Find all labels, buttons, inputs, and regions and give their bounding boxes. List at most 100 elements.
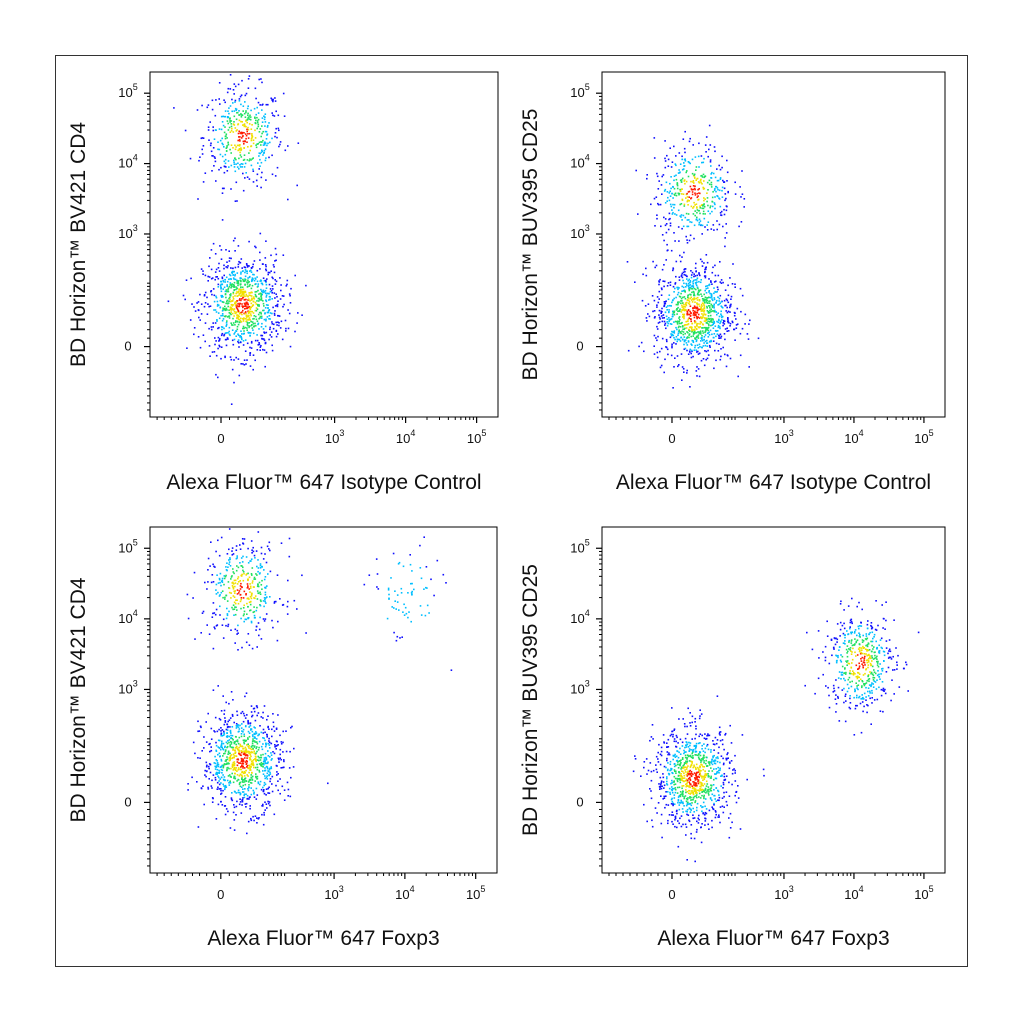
data-point <box>264 775 266 777</box>
data-point <box>678 325 680 328</box>
data-point <box>239 290 242 293</box>
data-point <box>247 324 249 327</box>
data-point <box>244 777 247 779</box>
data-point <box>664 322 667 325</box>
data-point <box>214 322 217 324</box>
data-point <box>697 316 699 318</box>
data-point <box>242 607 245 609</box>
data-point <box>215 373 217 376</box>
data-point <box>695 777 698 779</box>
data-point <box>294 274 296 277</box>
data-point <box>240 311 242 314</box>
data-point <box>268 548 270 550</box>
data-point <box>671 209 673 211</box>
data-point <box>688 303 691 306</box>
data-point <box>256 300 258 302</box>
data-point <box>234 752 236 754</box>
data-point <box>689 315 692 317</box>
data-point <box>706 783 709 785</box>
data-point <box>231 582 233 584</box>
data-point <box>261 338 264 340</box>
data-point <box>681 188 683 190</box>
data-point <box>199 319 201 321</box>
data-point <box>691 328 693 331</box>
data-point <box>706 328 708 331</box>
data-point <box>680 336 682 339</box>
data-point <box>251 771 253 774</box>
data-point <box>219 605 221 608</box>
data-point <box>264 739 266 742</box>
data-point <box>267 761 269 763</box>
data-point <box>701 748 703 750</box>
data-point <box>255 756 257 758</box>
data-point <box>678 804 681 806</box>
data-point <box>244 275 247 278</box>
data-point <box>673 366 675 368</box>
data-point <box>234 602 237 605</box>
data-point <box>696 785 698 788</box>
data-point <box>728 321 730 324</box>
data-point <box>724 734 726 736</box>
data-point <box>257 782 260 785</box>
data-point <box>230 732 232 734</box>
data-point <box>256 775 259 778</box>
data-point <box>718 303 720 306</box>
data-point <box>700 770 702 772</box>
data-point <box>684 306 687 308</box>
data-point <box>240 735 243 738</box>
data-point <box>634 755 636 757</box>
data-point <box>714 196 716 198</box>
data-point <box>710 228 713 230</box>
data-point <box>226 146 228 149</box>
data-point <box>208 327 210 330</box>
data-point <box>238 590 241 592</box>
data-point <box>260 280 263 282</box>
data-point <box>233 755 235 757</box>
data-point <box>244 754 247 757</box>
data-point <box>237 292 239 294</box>
data-point <box>656 339 658 342</box>
data-point <box>258 131 261 133</box>
data-point <box>672 203 674 206</box>
data-point <box>264 591 267 594</box>
data-point <box>723 187 726 190</box>
data-point <box>689 776 691 779</box>
data-point <box>219 614 221 616</box>
data-point <box>241 762 243 765</box>
data-point <box>727 301 730 304</box>
data-point <box>248 315 250 317</box>
data-point <box>230 307 233 310</box>
data-point <box>192 741 195 744</box>
data-point <box>710 295 713 298</box>
data-point <box>657 322 660 324</box>
data-point <box>265 742 267 745</box>
data-point <box>729 306 731 309</box>
data-point <box>257 570 259 573</box>
data-point <box>702 173 705 176</box>
data-point <box>257 344 260 346</box>
data-point <box>226 302 229 305</box>
data-point <box>247 265 249 267</box>
data-point <box>233 310 236 313</box>
data-point <box>660 294 663 296</box>
data-point <box>266 278 268 280</box>
data-point <box>253 298 256 300</box>
data-point <box>227 122 229 125</box>
data-point <box>739 287 742 290</box>
data-point <box>272 100 274 103</box>
data-point <box>673 291 675 293</box>
data-point <box>698 331 700 333</box>
data-point <box>222 618 225 621</box>
data-point <box>711 201 714 203</box>
data-point <box>697 353 700 355</box>
data-point <box>246 301 248 304</box>
data-point <box>656 771 658 773</box>
data-point <box>232 317 234 320</box>
data-point <box>693 790 696 793</box>
data-point <box>252 157 254 159</box>
data-point <box>247 617 250 619</box>
data-point <box>240 617 242 620</box>
data-point <box>259 104 261 106</box>
data-point <box>256 574 258 576</box>
data-point <box>681 379 683 381</box>
